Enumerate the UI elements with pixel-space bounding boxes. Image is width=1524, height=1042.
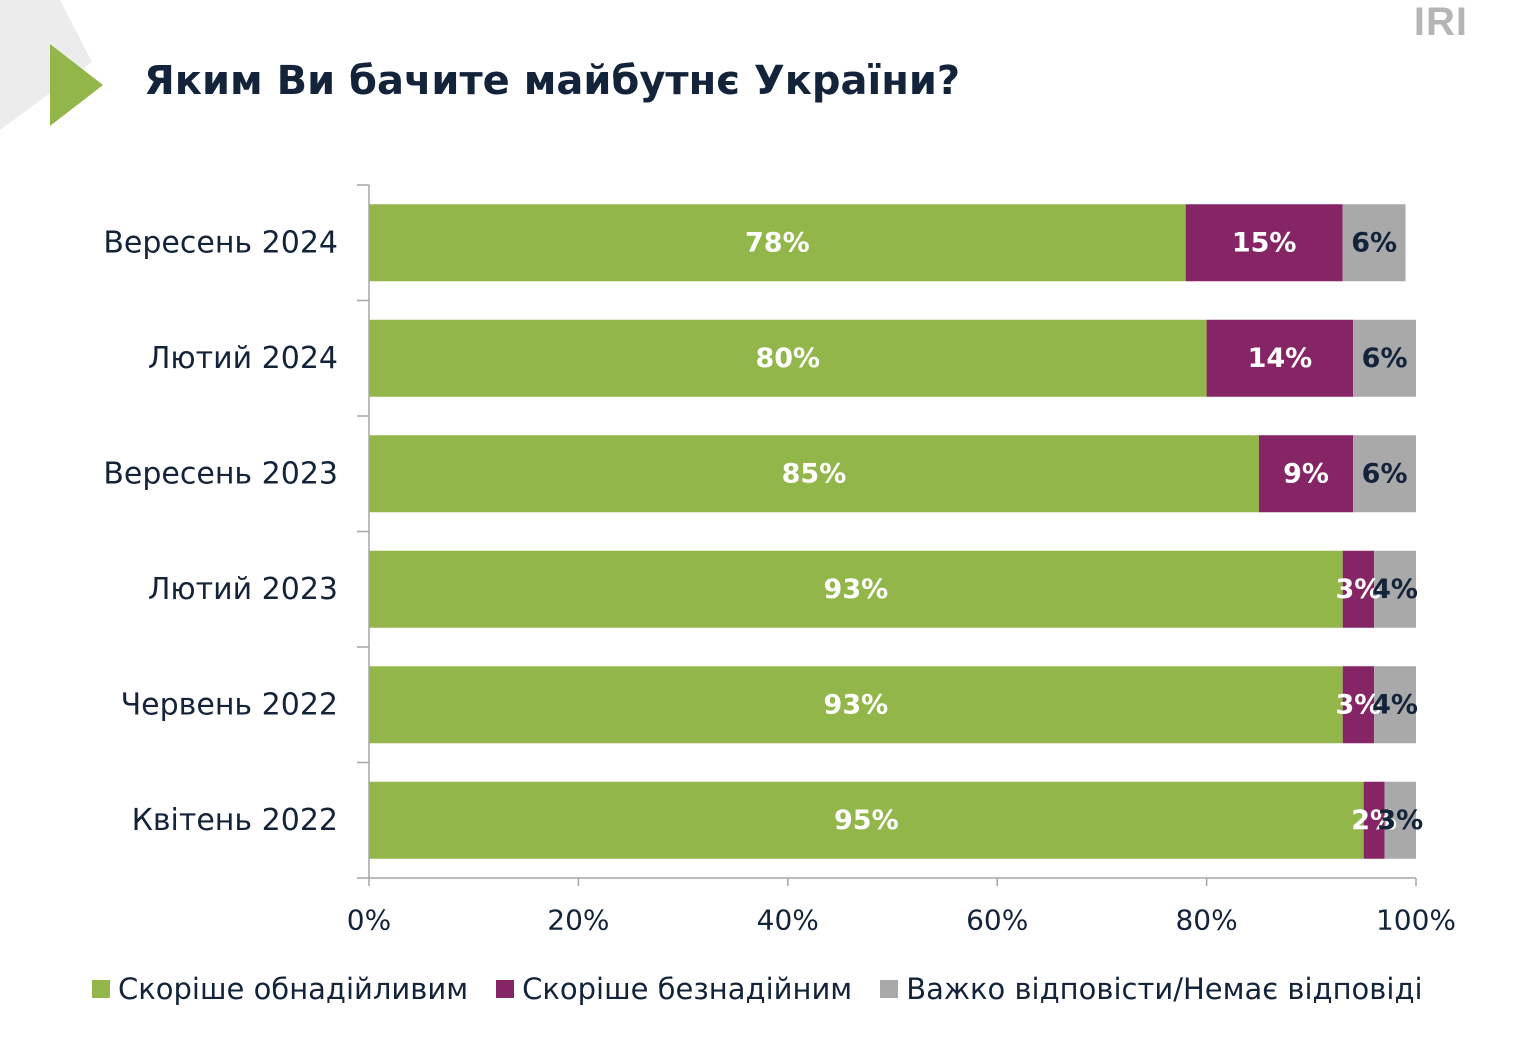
- category-label: Квітень 2022: [132, 803, 338, 838]
- legend-item: Скоріше безнадійним: [496, 972, 852, 1006]
- data-label: 4%: [1372, 574, 1418, 605]
- bar-segment: [369, 781, 1364, 859]
- bar-segment: [1206, 319, 1354, 397]
- data-label: 3%: [1335, 689, 1381, 720]
- bar-segment: [1374, 550, 1416, 628]
- legend-swatch: [880, 980, 899, 998]
- x-tick-label: 20%: [547, 904, 609, 937]
- x-tick-label: 80%: [1175, 904, 1237, 937]
- data-label: 9%: [1283, 458, 1329, 489]
- accent-triangle-icon: [50, 44, 103, 126]
- data-label: 78%: [745, 227, 810, 258]
- category-label: Лютий 2023: [148, 572, 338, 607]
- data-label: 15%: [1232, 227, 1297, 258]
- bar-segment: [369, 435, 1259, 513]
- data-label: 14%: [1248, 343, 1313, 374]
- bar-segment: [1353, 319, 1416, 397]
- legend-label: Скоріше обнадійливим: [118, 972, 469, 1006]
- data-label: 6%: [1351, 227, 1397, 258]
- data-label: 95%: [834, 805, 899, 836]
- bar-segment: [369, 319, 1207, 397]
- iri-logo: IRI: [1413, 0, 1468, 44]
- legend-swatch: [92, 980, 110, 998]
- page-title: Яким Ви бачите майбутнє України?: [144, 58, 961, 104]
- stacked-bar-chart: 78% 15% 6% Вересень 2024 80% 14% 6% Лютий 2024 8…: [103, 184, 1456, 937]
- legend-item: Скоріше обнадійливим: [92, 972, 468, 1006]
- bar-segment: [1342, 204, 1406, 282]
- bar-segment: [1353, 435, 1416, 513]
- legend-swatch: [496, 980, 515, 998]
- decor-gray-shape: [0, 0, 92, 130]
- bar-segment: [369, 204, 1186, 282]
- category-label: Вересень 2023: [103, 456, 338, 491]
- data-label: 3%: [1335, 574, 1381, 605]
- legend-label: Скоріше безнадійним: [522, 972, 853, 1006]
- data-label: 6%: [1362, 343, 1408, 374]
- x-tick-label: 40%: [757, 904, 819, 937]
- data-label: 85%: [782, 458, 847, 489]
- data-label: 2%: [1351, 805, 1397, 836]
- data-label: 4%: [1372, 689, 1418, 720]
- bar-segment: [1185, 204, 1343, 282]
- chart-legend: Скоріше обнадійливим Скоріше безнадійним В…: [92, 972, 1423, 1006]
- bar-segment: [369, 550, 1343, 628]
- category-label: Лютий 2024: [148, 341, 338, 376]
- bar-segment: [1363, 781, 1385, 859]
- legend-label: Важко відповісти/Немає відповіді: [906, 972, 1423, 1006]
- data-label: 80%: [755, 343, 820, 374]
- corner-decoration: [0, 0, 103, 130]
- bar-segment: [1342, 666, 1375, 744]
- bar-segment: [1384, 781, 1416, 859]
- category-label: Вересень 2024: [103, 225, 338, 260]
- bar-segment: [1258, 435, 1354, 513]
- bar-segment: [1342, 550, 1375, 628]
- x-tick-label: 100%: [1376, 904, 1456, 937]
- x-tick-label: 60%: [966, 904, 1028, 937]
- data-label: 6%: [1362, 458, 1408, 489]
- data-label: 3%: [1377, 805, 1423, 836]
- data-label: 93%: [824, 574, 889, 605]
- x-tick-label: 0%: [347, 904, 391, 937]
- category-label: Червень 2022: [121, 687, 338, 722]
- legend-item: Важко відповісти/Немає відповіді: [880, 972, 1423, 1006]
- data-label: 93%: [824, 689, 889, 720]
- bar-segment: [1374, 666, 1416, 744]
- bar-segment: [369, 666, 1343, 744]
